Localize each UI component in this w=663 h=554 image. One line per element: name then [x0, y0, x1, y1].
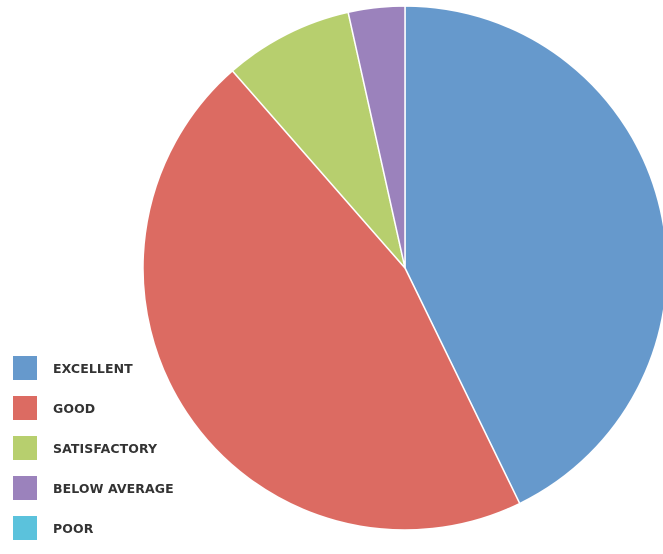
legend-label-poor: POOR: [53, 520, 94, 536]
legend-swatch-satisfactory: [13, 436, 37, 460]
legend-item-poor: POOR: [13, 516, 174, 540]
legend-swatch-excellent: [13, 356, 37, 380]
legend-label-below-average: BELOW AVERAGE: [53, 480, 174, 496]
pie-slice-below-average: [347, 5, 406, 269]
legend-label-excellent: EXCELLENT: [53, 360, 133, 376]
legend-swatch-below-average: [13, 476, 37, 500]
legend-swatch-poor: [13, 516, 37, 540]
legend-item-below-average: BELOW AVERAGE: [13, 476, 174, 500]
legend-item-excellent: EXCELLENT: [13, 356, 174, 380]
chart-legend: EXCELLENT GOOD SATISFACTORY BELOW AVERAGE PO…: [13, 356, 174, 540]
legend-item-good: GOOD: [13, 396, 174, 420]
legend-label-good: GOOD: [53, 400, 96, 416]
pie-slice-good: [142, 70, 521, 531]
legend-label-satisfactory: SATISFACTORY: [53, 440, 158, 456]
legend-swatch-good: [13, 396, 37, 420]
legend-item-satisfactory: SATISFACTORY: [13, 436, 174, 460]
pie-slices: [142, 5, 663, 531]
pie-slice-excellent: [404, 5, 663, 505]
